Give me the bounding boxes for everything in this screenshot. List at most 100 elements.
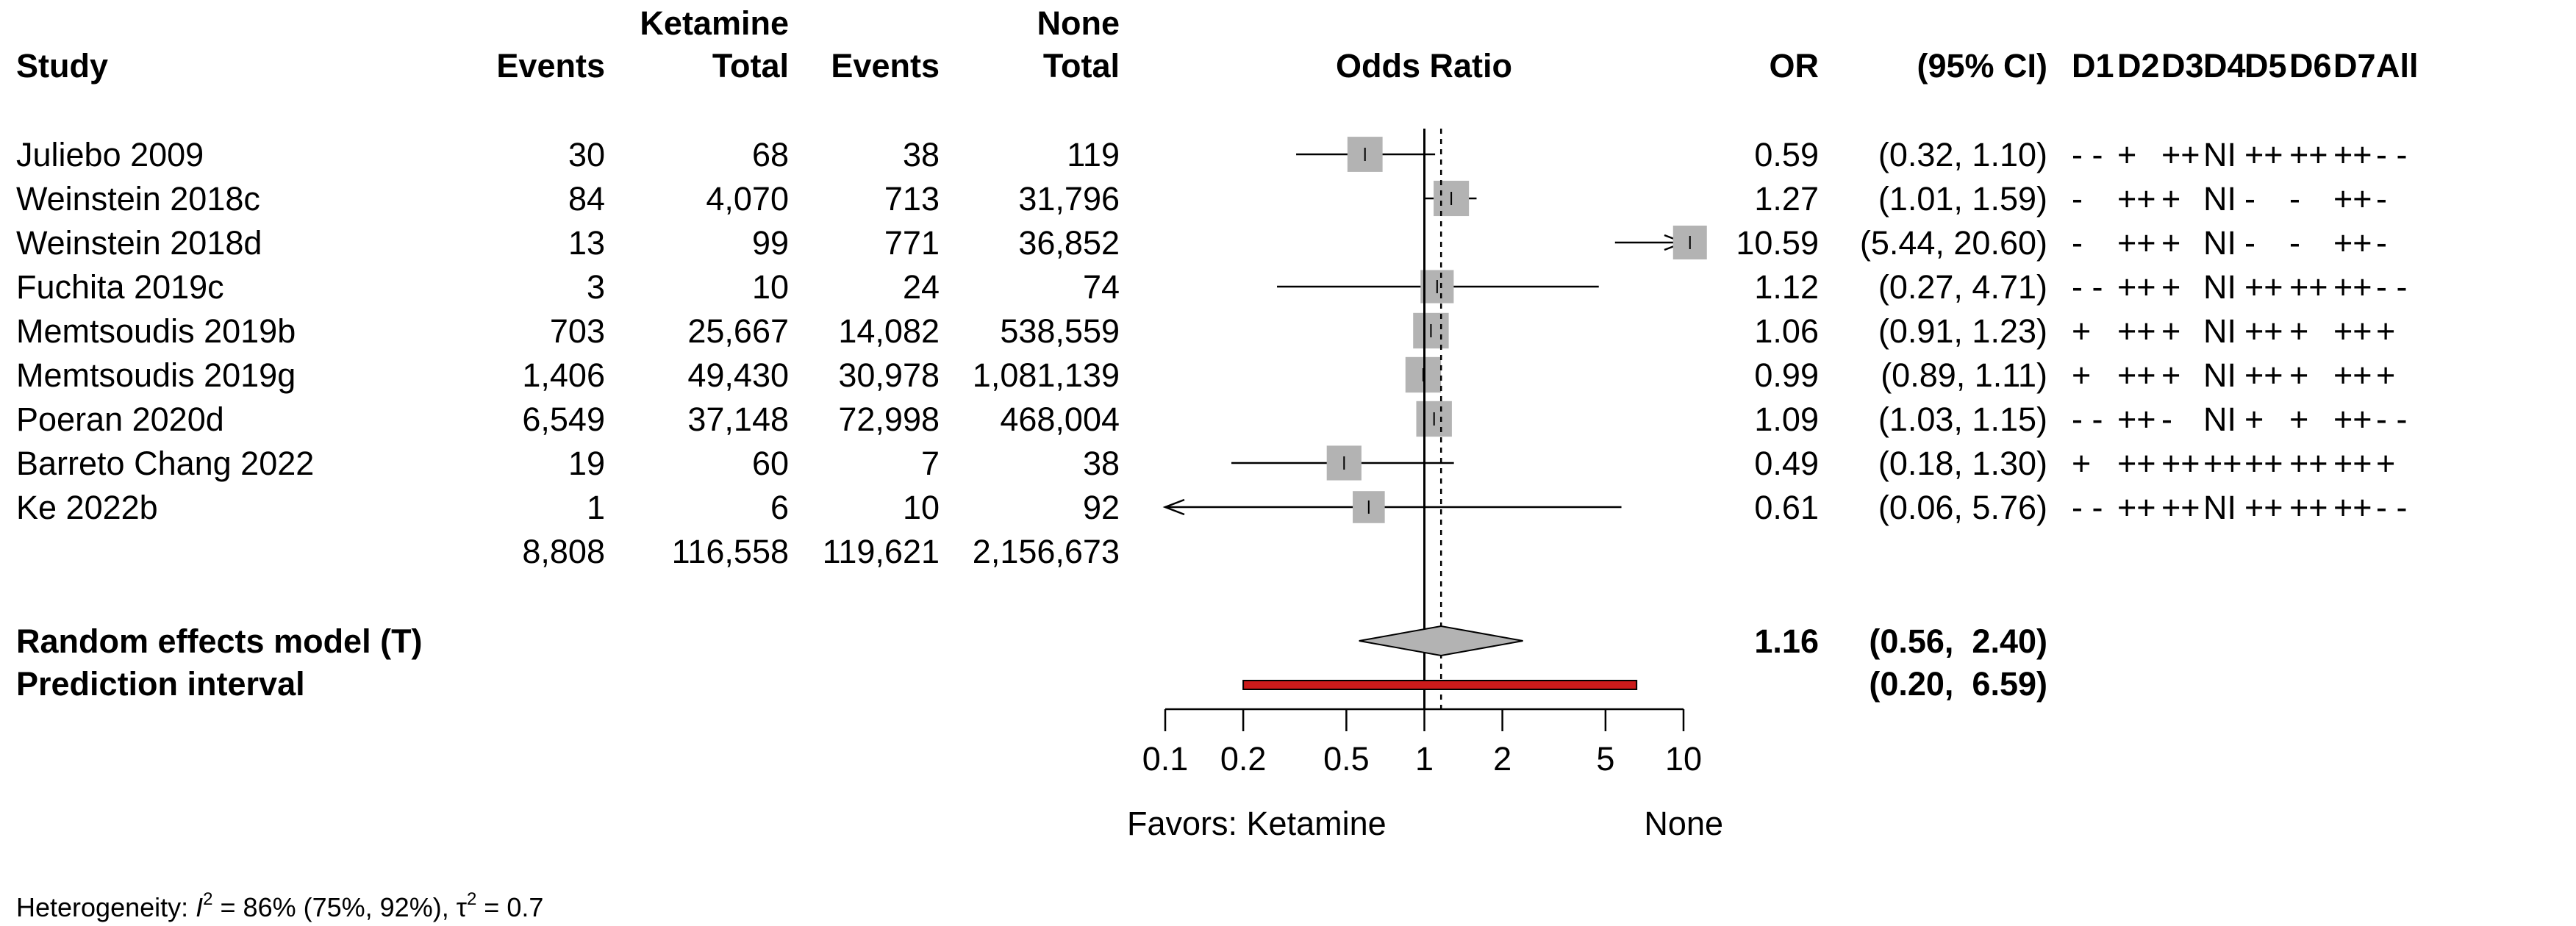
rob-d4: NI bbox=[2203, 180, 2236, 218]
rob-all: + bbox=[2376, 356, 2395, 394]
rob-all: - bbox=[2376, 180, 2387, 218]
tick-label: 5 bbox=[1596, 740, 1614, 778]
rob-d7: ++ bbox=[2333, 136, 2372, 173]
header-total-2: Total bbox=[1043, 47, 1120, 85]
study-name: Ke 2022b bbox=[16, 489, 158, 526]
rob-d1: - - bbox=[2072, 401, 2103, 438]
rob-all: + bbox=[2376, 312, 2395, 350]
ci-value: (0.91, 1.23) bbox=[1878, 312, 2047, 350]
rob-d2: + bbox=[2117, 136, 2136, 173]
i2-superscript: 2 bbox=[203, 889, 212, 909]
total-none: 119 bbox=[1067, 136, 1120, 173]
total-ketamine: 49,430 bbox=[687, 356, 789, 394]
events-none: 14,082 bbox=[838, 312, 940, 350]
tick-label: 0.2 bbox=[1220, 740, 1267, 778]
random-effects-diamond bbox=[1359, 625, 1523, 657]
header-ci: (95% CI) bbox=[1917, 47, 2047, 85]
tau-value: = 0.7 bbox=[476, 892, 543, 922]
events-ketamine: 6,549 bbox=[522, 401, 605, 438]
axis-right-label: None bbox=[1644, 805, 1723, 842]
tau-superscript: 2 bbox=[467, 889, 476, 909]
rob-d2: ++ bbox=[2117, 356, 2156, 394]
events-none: 72,998 bbox=[838, 401, 940, 438]
rob-d3: + bbox=[2161, 224, 2180, 262]
total-none: 468,004 bbox=[1000, 401, 1120, 438]
events-none: 24 bbox=[903, 268, 940, 306]
rob-d5: ++ bbox=[2244, 312, 2283, 350]
rob-d7: ++ bbox=[2333, 401, 2372, 438]
study-mark bbox=[1416, 401, 1452, 437]
rob-d2: ++ bbox=[2117, 224, 2156, 262]
rob-d1: - - bbox=[2072, 489, 2103, 526]
study-name: Juliebo 2009 bbox=[16, 136, 204, 173]
rob-d7: ++ bbox=[2333, 356, 2372, 394]
rob-d1: - bbox=[2072, 180, 2083, 218]
events-ketamine: 30 bbox=[568, 136, 605, 173]
rob-all: - - bbox=[2376, 489, 2407, 526]
ci-value: (0.89, 1.11) bbox=[1881, 356, 2047, 394]
or-value: 1.12 bbox=[1754, 268, 1819, 306]
total-ketamine: 6 bbox=[770, 489, 789, 526]
rob-d7: ++ bbox=[2333, 224, 2372, 262]
header-group2: None bbox=[1037, 4, 1120, 42]
or-value: 0.59 bbox=[1754, 136, 1819, 173]
total-none: 74 bbox=[1083, 268, 1120, 306]
header-or: OR bbox=[1770, 47, 1820, 85]
table-row: Poeran 2020d 6,549 37,148 72,998 468,004 1.09… bbox=[16, 401, 2407, 438]
rob-d6: ++ bbox=[2289, 268, 2328, 306]
or-value: 1.06 bbox=[1754, 312, 1819, 350]
total-n-ketamine: 116,558 bbox=[672, 533, 789, 570]
events-none: 10 bbox=[903, 489, 940, 526]
rob-d6: - bbox=[2289, 224, 2300, 262]
rob-d5: + bbox=[2244, 401, 2264, 438]
rob-d2: ++ bbox=[2117, 445, 2156, 482]
rob-d6: + bbox=[2289, 356, 2308, 394]
rob-d6: - bbox=[2289, 180, 2300, 218]
study-rows: Juliebo 2009 30 68 38 119 0.59 (0.32, 1.10) - -… bbox=[16, 136, 2407, 570]
total-ketamine: 60 bbox=[752, 445, 789, 482]
rob-all: - - bbox=[2376, 268, 2407, 306]
total-none: 92 bbox=[1083, 489, 1120, 526]
or-value: 0.61 bbox=[1754, 489, 1819, 526]
rob-d1: + bbox=[2072, 445, 2091, 482]
events-ketamine: 1,406 bbox=[522, 356, 605, 394]
total-none: 538,559 bbox=[1000, 312, 1120, 350]
total-ketamine: 99 bbox=[752, 224, 789, 262]
heterogeneity-text: Heterogeneity: I2 = 86% (75%, 92%), τ2 =… bbox=[16, 889, 543, 922]
arrow-left-icon bbox=[1162, 498, 1185, 516]
random-effects-label: Random effects model (T) bbox=[16, 622, 423, 660]
rob-d7: ++ bbox=[2333, 180, 2372, 218]
rob-d6: ++ bbox=[2289, 445, 2328, 482]
ci-value: (0.18, 1.30) bbox=[1878, 445, 2047, 482]
rob-d3: ++ bbox=[2161, 136, 2200, 173]
rob-d6: + bbox=[2289, 312, 2308, 350]
rob-d2: ++ bbox=[2117, 401, 2156, 438]
events-ketamine: 1 bbox=[587, 489, 605, 526]
rob-d6: + bbox=[2289, 401, 2308, 438]
events-none: 38 bbox=[903, 136, 940, 173]
total-ketamine: 68 bbox=[752, 136, 789, 173]
total-ketamine: 4,070 bbox=[706, 180, 789, 218]
tau-symbol: τ bbox=[457, 892, 467, 922]
rob-d5: ++ bbox=[2244, 136, 2283, 173]
study-name: Weinstein 2018c bbox=[16, 180, 260, 218]
total-none: 36,852 bbox=[1018, 224, 1120, 262]
random-effects-ci: (0.56, 2.40) bbox=[1869, 622, 2047, 660]
study-name: Fuchita 2019c bbox=[16, 268, 224, 306]
rob-d4: NI bbox=[2203, 268, 2236, 306]
plot-marks bbox=[1162, 129, 1707, 709]
tick-label: 10 bbox=[1665, 740, 1702, 778]
study-mark bbox=[1425, 180, 1477, 217]
table-row: Weinstein 2018c 84 4,070 713 31,796 1.27 (1.01… bbox=[16, 180, 2387, 218]
study-mark bbox=[1413, 312, 1449, 349]
table-row: Ke 2022b 1 6 10 92 0.61 (0.06, 5.76) - - ++ ++ NI +… bbox=[16, 489, 2407, 526]
rob-d7: ++ bbox=[2333, 312, 2372, 350]
header-domain-d2: D2 bbox=[2117, 47, 2160, 85]
rob-d1: - - bbox=[2072, 136, 2103, 173]
rob-d5: - bbox=[2244, 180, 2255, 218]
study-name: Barreto Chang 2022 bbox=[16, 445, 314, 482]
tick-label: 0.5 bbox=[1323, 740, 1370, 778]
rob-d4: ++ bbox=[2203, 445, 2242, 482]
total-n-none: 2,156,673 bbox=[973, 533, 1120, 570]
